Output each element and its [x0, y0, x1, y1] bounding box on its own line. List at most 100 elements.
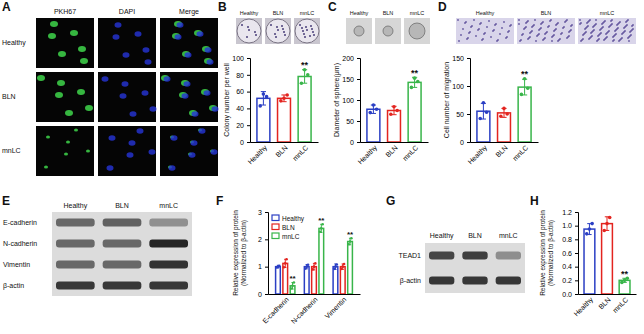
tick-label: Healthy [573, 295, 596, 318]
tick: BLN [494, 144, 509, 159]
migrated-cell [586, 26, 588, 28]
photo [456, 18, 514, 44]
migrated-cell [507, 31, 509, 33]
migrated-cell [496, 40, 498, 42]
tick-mark [357, 58, 360, 59]
migrated-cell [462, 28, 464, 30]
migrated-cell [551, 36, 553, 38]
vesicle-signal [80, 58, 88, 64]
tick-label: BLN [597, 296, 612, 311]
tick: 80 [236, 72, 250, 79]
blot-band [149, 261, 188, 269]
tick: 100 [232, 55, 250, 62]
migrated-cell [600, 28, 602, 30]
nucleus-signal [102, 76, 109, 82]
blot-band [56, 261, 95, 269]
bar [348, 242, 353, 294]
chart-panel: BHealthyBLNmnLCColony number per well020… [218, 0, 320, 166]
migrated-cell [571, 24, 573, 26]
tick-label: 50 [456, 111, 464, 118]
y-axis: 020406080100 [232, 55, 250, 146]
migrated-cell [627, 19, 629, 21]
migrated-cell [623, 31, 625, 33]
tick: 60 [236, 88, 250, 95]
tick-mark [357, 79, 360, 80]
tick-label: 0 [460, 139, 464, 146]
migrated-cell [611, 19, 613, 21]
tick-label: 100 [232, 55, 244, 62]
axis-line [247, 59, 251, 143]
tick-mark [247, 58, 250, 59]
tick-mark [357, 142, 360, 143]
tick-label: 150 [342, 76, 354, 83]
vesicle-signal [66, 141, 70, 144]
tick: mnLC [291, 144, 309, 162]
colony [248, 29, 250, 31]
data-point [313, 265, 316, 268]
axis-line [357, 59, 361, 143]
nucleus-signal [164, 76, 171, 82]
nucleus-signal [107, 165, 114, 171]
error-line [285, 259, 286, 267]
data-point [585, 232, 589, 236]
migrated-cell [625, 21, 627, 23]
row-label: E-cadherin [3, 219, 37, 226]
migrated-cell [598, 38, 600, 40]
tick-label: 1.2 [562, 209, 572, 216]
data-point [283, 266, 286, 269]
data-point [320, 227, 323, 230]
tick: Vimentin [323, 296, 347, 320]
migrated-cell [538, 33, 540, 35]
bar [333, 267, 338, 294]
vesicle-signal [74, 129, 78, 132]
tick: 20 [236, 122, 250, 129]
migrated-cell [599, 29, 601, 31]
axis-line [467, 59, 471, 143]
tick-label: 20 [236, 122, 244, 129]
micrograph [98, 72, 156, 122]
data-point [499, 114, 503, 118]
micrograph [160, 72, 218, 122]
column-label: Healthy [63, 202, 87, 210]
migrated-cell [610, 24, 612, 26]
tick-label: Healthy [356, 143, 379, 166]
migrated-cell [518, 19, 520, 21]
migrated-cell [627, 37, 629, 39]
migrated-cell [540, 23, 542, 25]
migrated-cell [570, 25, 572, 27]
migrated-cell [567, 36, 569, 38]
tick: 2 [258, 236, 268, 243]
panel-label: A [2, 0, 11, 14]
nucleus-signal [120, 93, 127, 99]
axis-line [265, 213, 269, 295]
migrated-cell [631, 29, 633, 31]
migrated-cell [615, 29, 617, 31]
vesicle-signal [78, 46, 86, 52]
significance: ** [289, 274, 296, 283]
migrated-cell [543, 38, 545, 40]
colony [284, 34, 286, 36]
colony [309, 35, 311, 37]
colony [313, 34, 315, 36]
data-point [306, 73, 310, 77]
micrograph [36, 72, 94, 122]
migrated-cell [626, 24, 628, 26]
migrated-cell [612, 40, 614, 42]
legend-label: Healthy [282, 215, 305, 223]
migrated-cell [598, 34, 600, 36]
nucleus-signal [150, 106, 157, 112]
migrated-cell [623, 27, 625, 29]
migrated-cell [538, 29, 540, 31]
blot-band [429, 252, 454, 260]
nucleus-signal [211, 149, 218, 155]
blot-band [103, 240, 142, 248]
image-label: mnLC [410, 10, 425, 16]
significance: ** [621, 269, 629, 279]
migrated-cell [591, 35, 593, 37]
row-label: mnLC [2, 147, 21, 154]
data-point [336, 263, 339, 266]
data-point [307, 263, 310, 266]
migrated-cell [619, 21, 621, 23]
nucleus-signal [130, 111, 137, 117]
tick-mark [467, 142, 470, 143]
